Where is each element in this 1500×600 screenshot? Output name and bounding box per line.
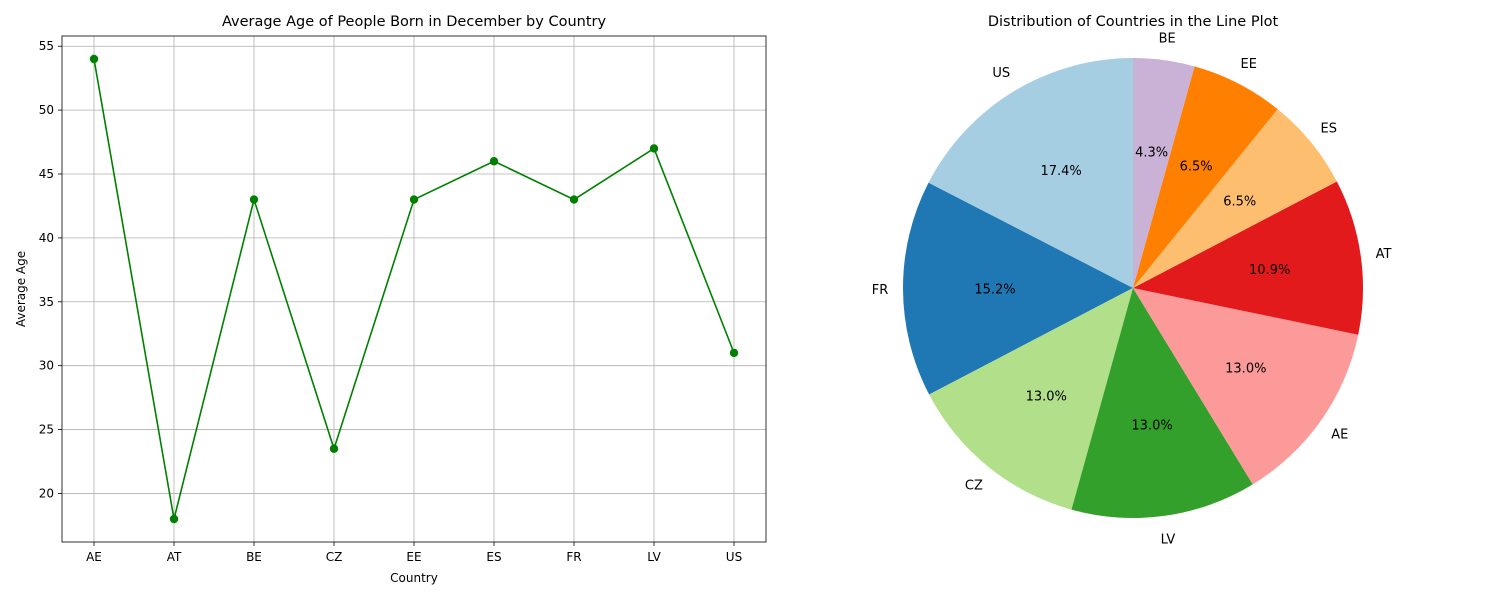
pie-label-ee: EE [1241,57,1257,72]
line-marks [89,54,739,524]
pie-pct-es: 6.5% [1223,195,1256,210]
pie-slice-ae [1133,288,1359,485]
data-point-lv [649,144,659,153]
pie-pct-cz: 13.0% [1026,389,1067,404]
x-tick-label: BE [246,550,262,564]
pie-pct-be: 4.3% [1135,145,1168,160]
line-grid [62,36,766,542]
y-tick-label: 45 [39,167,54,181]
pie-slice-at [1133,181,1363,335]
pie-label-ae: AE [1331,428,1348,443]
pie-label-cz: CZ [965,479,983,494]
pie-label-es: ES [1320,122,1336,137]
pie-pct-us: 17.4% [1040,164,1081,179]
pie-pct-ee: 6.5% [1180,159,1213,174]
data-point-be [249,195,259,204]
y-tick-label: 20 [39,486,54,500]
data-point-es [489,157,499,166]
pie-pct-fr: 15.2% [974,282,1015,297]
x-tick-label: LV [647,550,661,564]
y-tick-label: 55 [39,39,54,53]
pie-label-lv: LV [1161,533,1176,548]
pie-label-fr: FR [872,283,889,298]
data-point-cz [329,444,339,453]
line-x-axis-label: Country [390,571,438,585]
line-chart-title: Average Age of People Born in December b… [222,14,607,30]
line-chart: AE AT BE CZ EE ES FR LV US 20 25 30 35 40 45 50 55 Avera… [14,14,767,585]
pie-pct-at: 10.9% [1249,263,1290,278]
x-tick-label: AE [86,550,102,564]
y-tick-label: 25 [39,423,54,437]
line-ticks: AE AT BE CZ EE ES FR LV US 20 25 30 35 40 45 50 55 [39,39,742,564]
data-point-at [169,514,179,524]
pie-slices [903,58,1363,518]
y-tick-label: 30 [39,359,54,373]
pie-slice-be [1133,58,1195,288]
x-tick-label: CZ [326,550,343,564]
pie-slice-ee [1133,66,1278,288]
pie-slice-us [928,58,1133,288]
pie-pct-ae: 13.0% [1225,361,1266,376]
pie-slice-lv [1071,288,1253,518]
pie-label-be: BE [1159,31,1176,46]
y-tick-label: 50 [39,103,54,117]
y-tick-label: 35 [39,295,54,309]
pie-label-at: AT [1376,247,1392,262]
x-tick-label: AT [167,550,182,564]
pie-labels: US 17.4% FR 15.2% CZ 13.0% LV 13.0% AE 13.0% AT 10.… [872,31,1392,547]
x-tick-label: EE [406,550,421,564]
x-tick-label: FR [566,550,581,564]
data-point-us [729,348,739,358]
pie-slice-cz [929,288,1133,510]
data-point-fr [569,195,579,204]
pie-chart: Distribution of Countries in the Line Pl… [872,14,1392,548]
data-point-ae [89,54,99,64]
pie-chart-title: Distribution of Countries in the Line Pl… [988,14,1279,30]
y-tick-label: 40 [39,231,54,245]
pie-label-us: US [992,66,1010,81]
x-tick-label: US [726,550,742,564]
x-tick-label: ES [486,550,501,564]
pie-slice-es [1133,109,1337,288]
data-point-ee [409,195,419,204]
pie-pct-lv: 13.0% [1131,419,1172,434]
pie-slice-fr [903,182,1133,395]
line-y-axis-label: Average Age [14,251,28,327]
